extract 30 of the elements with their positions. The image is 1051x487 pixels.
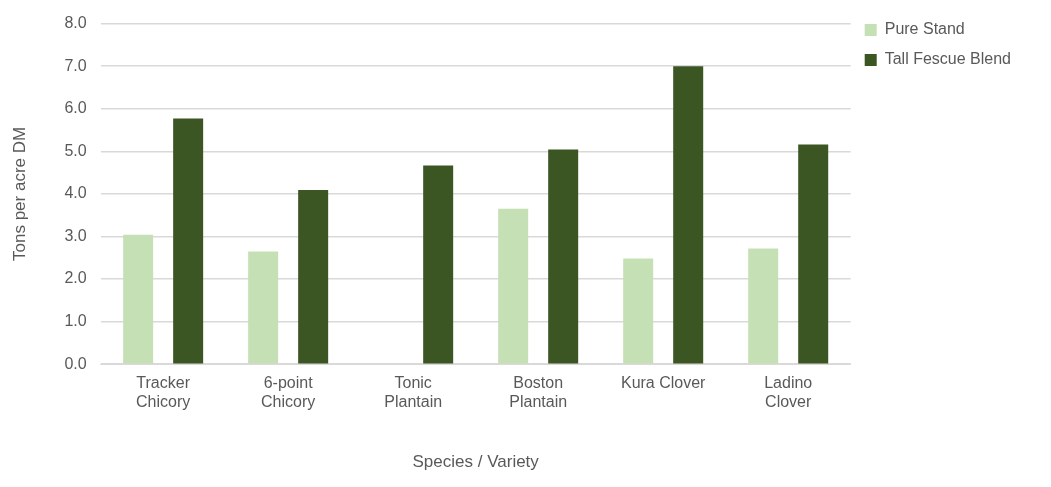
bar: [248, 251, 279, 364]
y-tick-label: 3.0: [64, 226, 87, 244]
x-tick-label: Tonic Plantain: [384, 374, 443, 411]
x-axis-title: Species / Variety: [412, 452, 540, 472]
y-tick-label: 2.0: [64, 269, 87, 287]
bar: [423, 165, 454, 364]
y-tick-label: 5.0: [64, 141, 87, 159]
bar: [298, 190, 329, 364]
x-tick-label: 6-point Chicory: [261, 374, 316, 411]
y-tick-label: 7.0: [64, 56, 87, 74]
bar: [498, 208, 529, 364]
legend-label: Tall Fescue Blend: [884, 50, 1012, 68]
bar: [673, 66, 704, 364]
y-tick-label: 1.0: [64, 312, 87, 330]
bar: [173, 118, 204, 364]
x-tick-label: Boston Plantain: [509, 374, 568, 411]
bar: [623, 258, 654, 364]
bar: [798, 144, 829, 364]
y-tick-label: 4.0: [64, 184, 87, 202]
bar: [123, 234, 154, 364]
y-axis-title: Tons per acre DM: [9, 126, 29, 261]
x-tick-label: Kura Clover: [620, 374, 707, 392]
bar: [748, 248, 779, 364]
x-tick-label: Ladino Clover: [764, 374, 813, 411]
bar: [548, 149, 579, 364]
x-tick-label: Tracker Chicory: [136, 374, 191, 411]
y-tick-label: 6.0: [64, 99, 87, 117]
y-tick-label: 0.0: [64, 354, 87, 372]
legend-label: Pure Stand: [884, 20, 965, 38]
y-tick-label: 8.0: [64, 14, 87, 32]
